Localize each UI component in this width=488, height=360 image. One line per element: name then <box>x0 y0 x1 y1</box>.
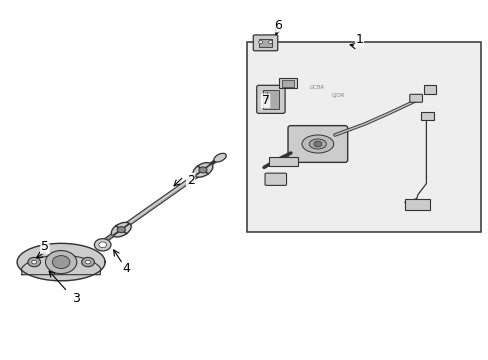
Text: 2: 2 <box>186 174 194 186</box>
Ellipse shape <box>193 163 212 177</box>
Text: 5: 5 <box>41 240 49 253</box>
Ellipse shape <box>308 139 326 149</box>
FancyBboxPatch shape <box>287 126 347 162</box>
Circle shape <box>32 260 37 264</box>
Polygon shape <box>17 243 105 281</box>
Bar <box>268 157 298 166</box>
Bar <box>246 42 480 232</box>
Text: 3: 3 <box>72 292 80 305</box>
Text: 1: 1 <box>355 33 363 46</box>
Text: GJOR: GJOR <box>331 93 344 98</box>
Bar <box>262 90 279 109</box>
Text: 6: 6 <box>273 19 281 32</box>
Bar <box>404 199 429 210</box>
Bar <box>420 112 433 120</box>
Ellipse shape <box>302 135 333 153</box>
Circle shape <box>81 257 94 267</box>
Circle shape <box>99 242 106 248</box>
Circle shape <box>94 239 111 251</box>
Circle shape <box>268 41 272 44</box>
Ellipse shape <box>111 222 131 237</box>
Circle shape <box>85 260 90 264</box>
Text: GCBR: GCBR <box>309 85 325 90</box>
Circle shape <box>199 167 206 173</box>
Bar <box>258 39 272 47</box>
Circle shape <box>117 227 125 233</box>
Text: 7: 7 <box>261 94 269 107</box>
Circle shape <box>28 257 41 267</box>
Circle shape <box>52 256 70 269</box>
FancyBboxPatch shape <box>256 85 285 113</box>
Bar <box>424 85 435 94</box>
FancyBboxPatch shape <box>409 94 422 102</box>
Circle shape <box>258 41 262 44</box>
Polygon shape <box>21 255 101 275</box>
Circle shape <box>313 141 321 147</box>
FancyBboxPatch shape <box>264 173 286 185</box>
Bar <box>281 80 294 87</box>
Circle shape <box>45 251 77 274</box>
Text: 4: 4 <box>122 262 130 275</box>
FancyBboxPatch shape <box>253 35 277 51</box>
Bar <box>278 78 297 88</box>
Ellipse shape <box>213 153 226 162</box>
